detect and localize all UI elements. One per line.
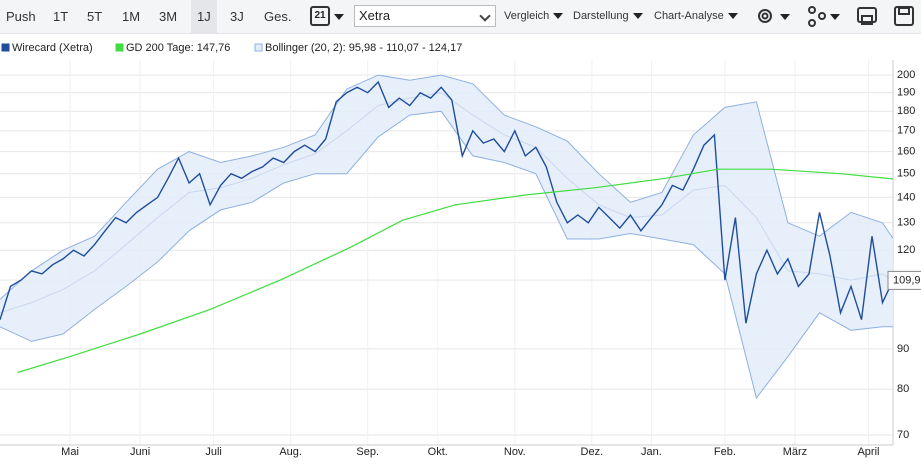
save-icon-slot: [898, 7, 910, 15]
x-tick-label: Dez.: [581, 446, 604, 458]
x-tick-label: Aug.: [279, 446, 302, 458]
x-tick-label: Okt.: [428, 446, 448, 458]
y-tick-label: 90: [897, 343, 909, 355]
y-tick-label: 130: [897, 217, 915, 229]
share-icon[interactable]: [808, 6, 816, 14]
y-tick-label: 160: [897, 146, 915, 158]
period-button[interactable]: 1T: [53, 9, 69, 24]
period-button[interactable]: Ges.: [264, 9, 292, 24]
x-tick-label: Juli: [205, 446, 222, 458]
chart: 708090110120130140150160170180190200MaiJ…: [0, 42, 921, 458]
legend-swatch: [1, 43, 10, 52]
period-button[interactable]: 1M: [122, 9, 141, 24]
legend-label: Wirecard (Xetra): [12, 42, 93, 54]
last-price-box: [887, 270, 921, 290]
menu-dropdown[interactable]: Chart-Analyse: [654, 0, 738, 33]
legend-label: Bollinger (20, 2): 95,98 - 110,07 - 124,…: [265, 42, 462, 54]
menu-dropdown[interactable]: Darstellung: [573, 0, 643, 33]
print-icon-paper: [861, 15, 873, 25]
calendar-button[interactable]: 21: [310, 6, 330, 26]
y-tick-label: 80: [897, 383, 909, 395]
y-tick-label: 180: [897, 105, 915, 117]
series-line: [0, 80, 894, 324]
y-tick-label: 190: [897, 87, 915, 99]
x-tick-label: Nov.: [504, 446, 526, 458]
x-tick-label: April: [857, 446, 879, 458]
last-price-label: 109,9: [893, 274, 921, 286]
settings-icon-core: [761, 12, 769, 20]
x-tick-label: Jan.: [641, 446, 662, 458]
settings-icon[interactable]: [758, 9, 772, 23]
band-middle: [0, 92, 894, 314]
share-icon-node: [818, 12, 826, 20]
print-icon[interactable]: [857, 7, 877, 23]
series-line: [17, 168, 894, 374]
band-upper: [0, 74, 894, 300]
y-tick-label: 170: [897, 125, 915, 137]
toolbar: 21 Xetra Push 1T 5T 1M 3M 1J 3J Ges. Vergleich Da…: [0, 0, 921, 34]
x-tick-label: Feb.: [714, 446, 736, 458]
x-tick-label: Sep.: [356, 446, 379, 458]
y-tick-label: 150: [897, 168, 915, 180]
legend-swatch: [115, 43, 124, 52]
icon-arrows: [780, 14, 840, 20]
period-button[interactable]: 3J: [230, 9, 244, 24]
share-icon-node: [808, 19, 816, 27]
y-tick-label: 120: [897, 244, 915, 256]
band-lower: [0, 110, 893, 400]
legend-label: GD 200 Tage: 147,76: [126, 42, 230, 54]
period-button[interactable]: 3M: [159, 9, 178, 24]
x-tick-label: Juni: [130, 446, 150, 458]
save-icon[interactable]: [894, 6, 914, 26]
band-fill: [0, 75, 893, 398]
legend-swatch: [254, 43, 263, 52]
period-button[interactable]: 5T: [87, 9, 103, 24]
x-tick-label: Mai: [61, 446, 79, 458]
exchange-select[interactable]: Xetra: [354, 5, 496, 27]
menu-dropdown[interactable]: Vergleich: [504, 0, 563, 33]
y-tick-label: 70: [897, 429, 909, 441]
y-tick-label: 140: [897, 191, 915, 203]
y-tick-label: 200: [897, 69, 915, 81]
x-tick-label: März: [783, 446, 807, 458]
calendar-arrow: [334, 14, 344, 20]
period-button[interactable]: 1J: [191, 0, 217, 33]
period-button[interactable]: Push: [6, 9, 36, 24]
